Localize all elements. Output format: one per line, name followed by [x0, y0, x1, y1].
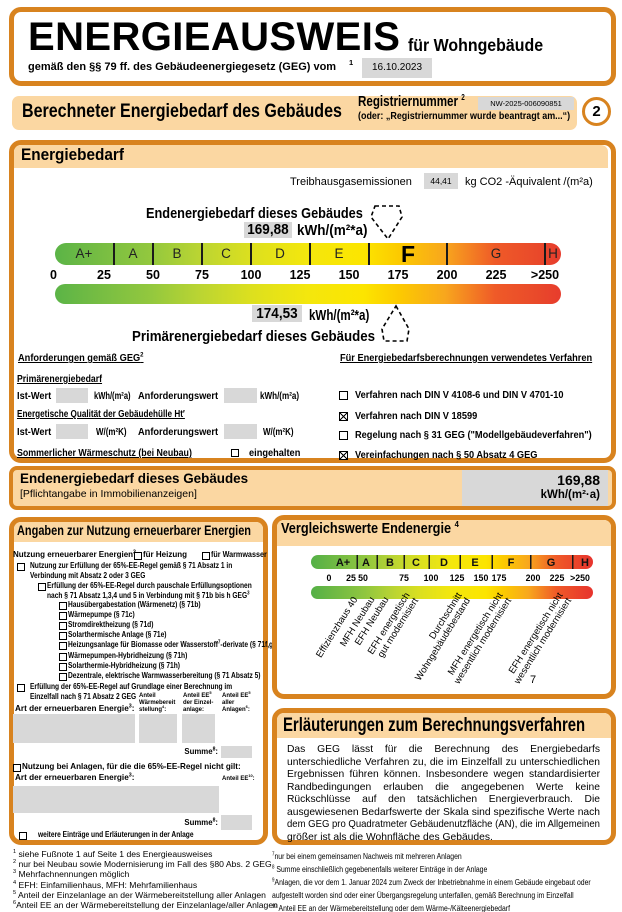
svg-text:75: 75	[399, 573, 409, 583]
svg-text:A+: A+	[336, 557, 350, 569]
svg-text:125: 125	[450, 573, 465, 583]
svg-text:wesentlich modernisiert: wesentlich modernisiert	[512, 596, 575, 687]
svg-text:A: A	[362, 557, 370, 569]
svg-text:>250: >250	[570, 573, 590, 583]
svg-text:0: 0	[327, 573, 332, 583]
svg-text:G: G	[547, 557, 556, 569]
svg-text:H: H	[581, 557, 589, 569]
svg-text:225: 225	[550, 573, 565, 583]
svg-text:C: C	[412, 557, 420, 569]
svg-text:175: 175	[492, 573, 507, 583]
svg-text:E: E	[471, 557, 478, 569]
svg-text:50: 50	[358, 573, 368, 583]
svg-text:EFH energetisch nicht: EFH energetisch nicht	[507, 590, 566, 675]
svg-text:150: 150	[474, 573, 489, 583]
svg-text:25: 25	[346, 573, 356, 583]
svg-text:F: F	[508, 557, 515, 569]
svg-text:200: 200	[526, 573, 541, 583]
svg-text:100: 100	[424, 573, 439, 583]
svg-text:D: D	[440, 557, 448, 569]
svg-text:B: B	[386, 557, 394, 569]
